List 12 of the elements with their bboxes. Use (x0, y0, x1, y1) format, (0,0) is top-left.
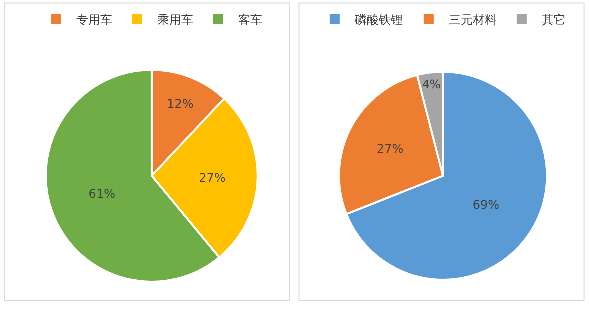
legend-label: 乘用车 (157, 12, 194, 27)
data-label: 12% (167, 97, 194, 112)
data-label: 61% (88, 186, 116, 201)
legend-label: 客车 (238, 12, 262, 27)
data-label: 27% (376, 142, 404, 156)
legend-label: 专用车 (76, 12, 112, 27)
data-label: 27% (199, 170, 226, 185)
legend-label: 其它 (542, 12, 566, 27)
legend-label: 磷酸铁锂 (354, 12, 403, 27)
data-label: 4% (422, 77, 441, 92)
data-label: 69% (472, 198, 500, 212)
legend-label: 三元材料 (448, 12, 497, 27)
